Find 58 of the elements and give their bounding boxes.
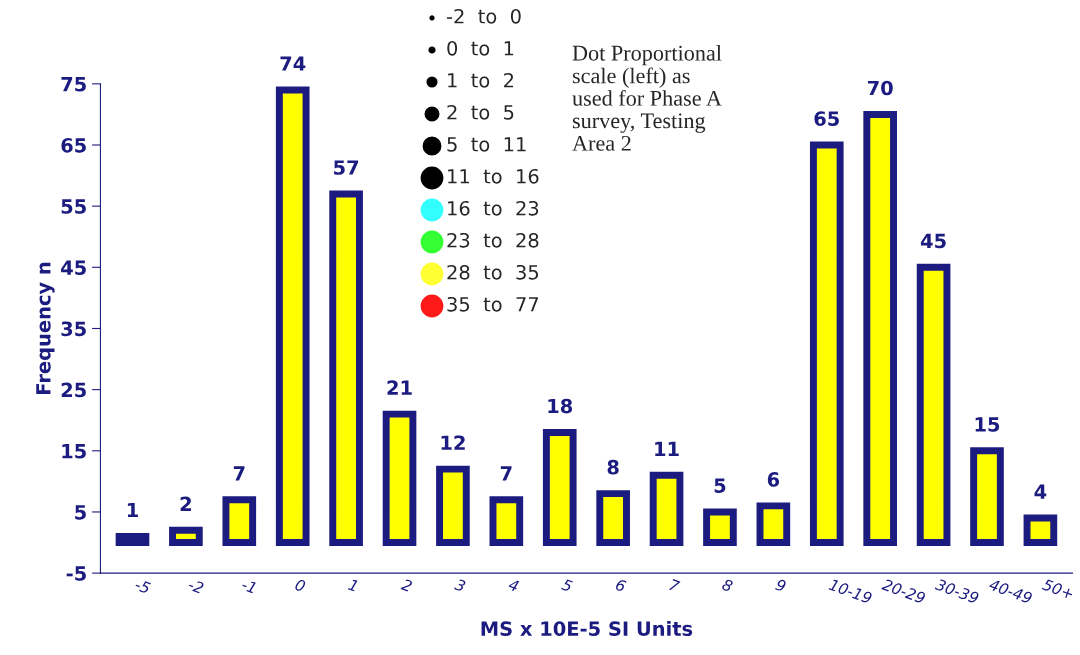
data-label: 4 [1034,484,1047,499]
data-label: 12 [441,435,465,450]
annotation: 11 to 16 [448,168,539,184]
data-label: 2 [180,496,191,511]
data-label: 15 [975,417,1000,432]
text: 0 to 1 [447,40,514,56]
x-tick-label: -1 [241,578,257,594]
x-tick-label: -5 [134,578,151,595]
data-label: 70 [867,80,893,96]
annotation: Dot Proportional scale (left) as used for Phase A survey, Testing Area 2 [572,45,722,151]
x-axis-title: MS x 10E-5 SI Units [481,620,693,636]
data-label: 45 [920,233,946,249]
x-tick-label: 5 [561,578,573,593]
data-label: 1 [127,502,138,518]
y-axis-title: Frequency n [36,262,55,394]
y-tick-label: 65 [61,137,86,153]
y-tick-label: 45 [61,260,86,275]
annotation: 35 to 77 [447,296,539,312]
data-label: 74 [280,56,306,71]
y-tick-label: 35 [61,321,86,337]
data-label: 6 [767,472,780,487]
annotation: 23 to 28 [447,232,539,248]
y-tick-label: 15 [62,444,86,459]
data-label: 57 [334,160,359,175]
x-tick-label: 40-49 [988,578,1033,604]
x-tick-label: 30-39 [934,578,980,604]
x-tick-label: 4 [507,578,520,592]
x-tick-label: 10-19 [828,578,873,604]
data-label: 18 [548,398,573,414]
annotation: 5 to 11 [447,137,526,152]
data-label: 11 [655,441,679,456]
text: -2 to 0 [446,8,521,24]
data-label: 5 [714,478,726,493]
x-tick-label: 8 [721,578,734,593]
annotation: 2 to 5 [447,104,514,120]
x-tick-label: 6 [615,578,627,593]
annotation: 28 to 35 [447,264,539,280]
data-label: 7 [500,466,512,481]
x-tick-label: 1 [347,578,358,592]
y-tick-label: 25 [61,382,86,398]
x-tick-label: 2 [400,578,413,592]
y-tick-label: 55 [61,199,86,214]
x-tick-label: 3 [453,578,467,593]
x-tick-label: 9 [775,578,787,593]
y-tick-label: 75 [61,77,86,92]
y-tick-label: -5 [66,566,86,581]
data-label: 21 [387,380,412,395]
data-label: 7 [233,466,245,481]
x-tick-label: 7 [668,578,681,593]
data-label: 8 [607,459,619,475]
x-tick-label: 20-29 [881,578,926,604]
y-tick-label: 5 [75,505,86,520]
annotation: 16 to 23 [448,200,539,216]
annotation: 1 to 2 [448,72,514,88]
x-tick-label: 50+ [1041,578,1075,600]
x-tick-label: -2 [187,578,205,594]
data-label: 65 [814,111,839,126]
x-tick-label: 0 [294,578,307,593]
